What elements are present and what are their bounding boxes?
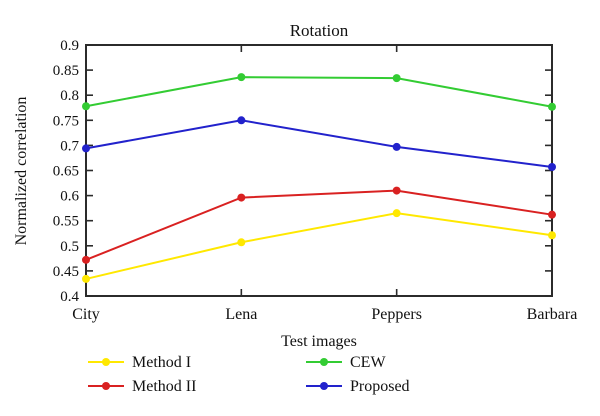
legend-marker [320, 358, 328, 366]
x-category-label: Peppers [371, 306, 422, 323]
data-point [548, 231, 556, 240]
legend-item: Proposed [306, 378, 410, 395]
y-tick-label: 0.7 [60, 138, 79, 154]
series-method-i [82, 209, 556, 283]
legend-label: Method I [132, 354, 191, 371]
legend-marker [102, 382, 110, 390]
legend-item: Method II [88, 378, 196, 395]
series-line [85, 76, 553, 108]
legend-label: Method II [132, 378, 196, 395]
legend-marker [102, 358, 110, 366]
data-series [82, 73, 556, 283]
x-axis-label: Test images [281, 333, 357, 350]
x-category-labels: City Lena Peppers Barbara [72, 306, 577, 323]
chart-title: Rotation [290, 21, 349, 40]
series-proposed [82, 116, 556, 171]
data-point [548, 102, 556, 111]
legend-marker [320, 382, 328, 390]
y-axis-label: Normalized correlation [13, 97, 30, 246]
legend: Method I Method II CEW Proposed [88, 354, 410, 395]
legend-item: CEW [306, 354, 386, 371]
data-point [82, 255, 90, 264]
data-point [548, 162, 556, 171]
data-point [82, 274, 90, 283]
legend-label: Proposed [350, 378, 410, 395]
y-tick-label: 0.9 [60, 38, 79, 54]
data-point [237, 238, 246, 247]
data-point [237, 73, 246, 82]
series-method-ii [82, 186, 556, 264]
data-point [82, 102, 90, 111]
x-category-label: Lena [225, 306, 257, 323]
y-tick-labels: 0.4 0.45 0.5 0.55 0.6 0.65 0.7 0.75 0.8 0.85 0.9 [53, 38, 80, 305]
data-point [237, 116, 246, 125]
data-point [392, 142, 401, 151]
y-tick-label: 0.45 [53, 264, 79, 280]
data-point [392, 74, 401, 83]
y-tick-label: 0.65 [53, 164, 79, 180]
data-point [237, 193, 246, 202]
data-point [392, 186, 401, 195]
legend-item: Method I [88, 354, 191, 371]
x-category-label: City [72, 306, 100, 323]
series-cew [82, 73, 556, 111]
y-tick-label: 0.75 [53, 113, 79, 129]
y-tick-label: 0.85 [53, 63, 79, 79]
series-line [85, 119, 553, 168]
y-tick-label: 0.6 [60, 189, 79, 205]
data-point [548, 210, 556, 219]
y-tick-label: 0.55 [53, 214, 79, 230]
data-point [392, 209, 401, 218]
y-tick-label: 0.5 [60, 239, 79, 255]
y-tick-label: 0.8 [60, 88, 79, 104]
x-category-label: Barbara [527, 306, 578, 323]
axis-frame [85, 44, 553, 297]
series-line [85, 212, 553, 280]
series-line [85, 189, 553, 261]
plot-frame [85, 44, 553, 297]
legend-label: CEW [350, 354, 386, 371]
data-point [82, 144, 90, 153]
axis-ticks [86, 44, 552, 297]
y-tick-label: 0.4 [60, 289, 79, 305]
